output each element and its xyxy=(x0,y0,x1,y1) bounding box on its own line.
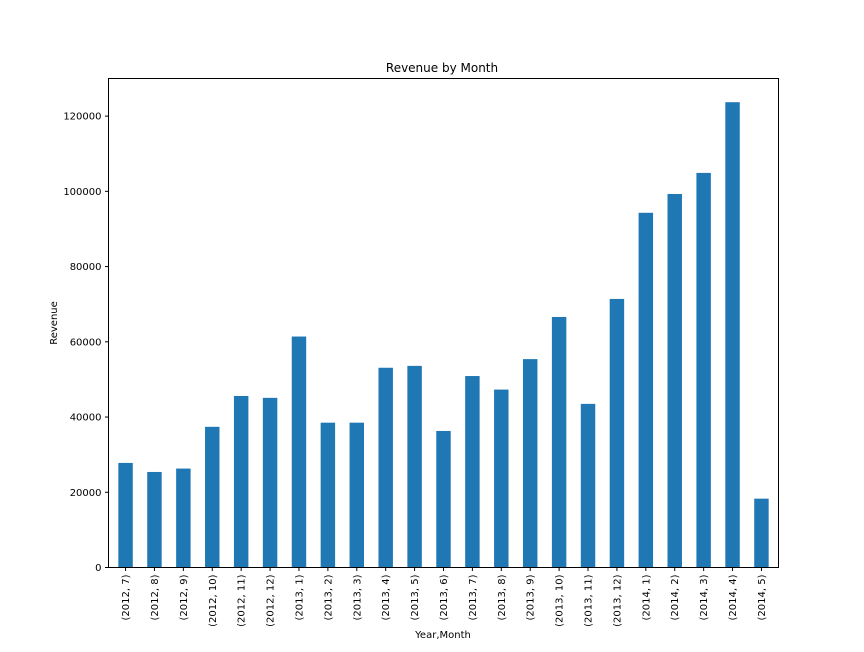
x-tick-label: (2014, 3) xyxy=(699,574,710,620)
bar xyxy=(118,462,133,568)
bar xyxy=(205,426,220,568)
y-tick-label: 60000 xyxy=(70,337,102,348)
x-tick-label: (2014, 2) xyxy=(670,574,681,620)
bar xyxy=(349,422,365,568)
y-tick-label: 20000 xyxy=(70,488,102,499)
bar xyxy=(378,367,393,568)
y-axis: 0 20000 40000 60000 80000 100000 120000 xyxy=(63,112,109,574)
x-tick-label: (2013, 11) xyxy=(584,574,595,626)
plot-frame xyxy=(108,78,779,568)
x-tick-label: (2013, 5) xyxy=(410,574,421,620)
bar xyxy=(609,298,625,568)
y-tick-label: 0 xyxy=(95,563,101,574)
bar xyxy=(407,365,422,568)
x-axis: (2012, 7) (2012, 8) (2012, 9) (2012, 10) (20… xyxy=(121,567,768,627)
x-tick-label: (2014, 4) xyxy=(728,574,739,620)
x-tick-label: (2012, 10) xyxy=(208,574,219,626)
bar xyxy=(147,471,162,568)
bar xyxy=(522,359,538,568)
bar xyxy=(465,376,480,568)
x-tick-label: (2014, 5) xyxy=(757,574,768,620)
bar xyxy=(667,193,682,568)
y-tick-label: 40000 xyxy=(70,413,102,424)
x-tick-label: (2013, 10) xyxy=(555,574,566,626)
y-tick-label: 100000 xyxy=(63,187,101,198)
y-axis-label: Revenue xyxy=(49,301,60,345)
bar xyxy=(262,397,278,568)
y-tick-label: 120000 xyxy=(63,112,101,123)
x-tick-label: (2012, 9) xyxy=(179,574,190,620)
bar xyxy=(551,316,567,568)
x-tick-label: (2012, 12) xyxy=(266,574,277,626)
bars-layer xyxy=(118,102,769,568)
bar xyxy=(436,430,451,568)
x-tick-label: (2012, 8) xyxy=(150,574,161,620)
x-tick-label: (2013, 9) xyxy=(526,574,537,620)
bar xyxy=(754,498,769,568)
x-tick-label: (2012, 11) xyxy=(237,574,248,626)
x-tick-label: (2013, 7) xyxy=(468,574,479,620)
bar xyxy=(580,403,596,568)
x-axis-label: Year,Month xyxy=(414,630,471,641)
x-tick-label: (2013, 3) xyxy=(352,574,363,620)
x-tick-label: (2013, 2) xyxy=(323,574,334,620)
x-tick-label: (2013, 8) xyxy=(497,574,508,620)
bar xyxy=(176,468,191,568)
x-tick-label: (2014, 1) xyxy=(641,574,652,620)
x-tick-label: (2012, 7) xyxy=(121,574,132,620)
bar xyxy=(725,102,740,568)
x-tick-label: (2013, 6) xyxy=(439,574,450,620)
bar xyxy=(291,336,307,568)
bar xyxy=(638,212,654,568)
bar xyxy=(320,422,336,568)
chart-title: Revenue by Month xyxy=(386,61,498,75)
y-tick-label: 80000 xyxy=(70,262,102,273)
x-tick-label: (2013, 4) xyxy=(381,574,392,620)
x-tick-label: (2013, 1) xyxy=(294,574,305,620)
x-tick-label: (2013, 12) xyxy=(612,574,623,626)
bar xyxy=(696,172,711,568)
bar xyxy=(233,395,249,568)
bar xyxy=(494,389,509,568)
